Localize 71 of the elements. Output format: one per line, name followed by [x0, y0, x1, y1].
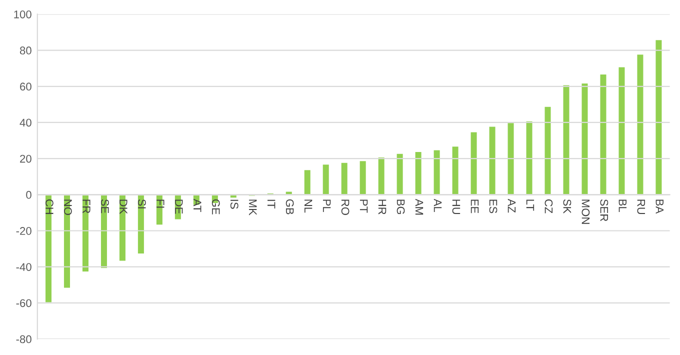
- bar: [155, 194, 164, 226]
- bar: [395, 152, 404, 196]
- x-tick-label: RU: [637, 200, 645, 214]
- x-tick-label: BG: [396, 200, 405, 214]
- bar: [321, 163, 330, 196]
- y-tick-label: 20: [20, 154, 32, 163]
- bar: [488, 125, 497, 196]
- bar: [506, 122, 516, 196]
- y-tick-label: 80: [20, 46, 32, 54]
- x-tick-label: BA: [656, 200, 664, 214]
- x-tick-label: NL: [304, 200, 312, 213]
- bar: [617, 66, 626, 196]
- x-tick-label: AT: [194, 198, 202, 212]
- y-tick-label: 40: [20, 118, 32, 127]
- x-tick-label: FR: [82, 200, 90, 214]
- bar: [62, 194, 72, 290]
- x-tick-label: BL: [618, 200, 626, 212]
- bar: [654, 38, 664, 196]
- bar: [562, 84, 571, 196]
- bar: [118, 194, 127, 262]
- y-tick-label: 60: [20, 82, 32, 91]
- x-tick-label: PT: [360, 200, 368, 213]
- bar: [450, 145, 460, 196]
- y-tick-label: 0: [26, 190, 32, 199]
- x-tick-label: SI: [138, 199, 146, 208]
- bar: [136, 194, 146, 255]
- x-tick-label: LT: [526, 200, 534, 211]
- bar: [636, 53, 645, 196]
- x-tick-label: ES: [489, 200, 498, 214]
- bar: [340, 161, 349, 196]
- bar: [469, 130, 478, 196]
- bar: [414, 150, 423, 196]
- x-tick-label: AL: [434, 198, 442, 212]
- x-tick-label: CH: [46, 199, 54, 214]
- x-tick-label: MON: [582, 200, 590, 224]
- bar: [358, 160, 368, 196]
- bar: [81, 194, 90, 273]
- bar: [44, 194, 53, 304]
- y-tick-label: -40: [16, 263, 32, 271]
- x-tick-label: CZ: [544, 199, 553, 214]
- y-tick-label: -60: [16, 299, 32, 308]
- x-tick-label: IT: [268, 200, 276, 208]
- bar: [302, 168, 312, 196]
- x-tick-label: GB: [286, 199, 294, 214]
- x-tick-label: HU: [452, 200, 460, 214]
- bar: [598, 73, 608, 196]
- x-tick-label: SER: [600, 199, 608, 222]
- x-tick-label: SE: [100, 199, 109, 214]
- y-tick-label: -20: [16, 227, 32, 235]
- x-tick-label: DE: [175, 200, 183, 214]
- x-tick-label: GE: [212, 199, 220, 214]
- bar: [376, 156, 386, 196]
- x-tick-label: FI: [156, 200, 164, 208]
- bar: [432, 148, 442, 196]
- x-tick-label: DK: [120, 200, 128, 214]
- x-tick-label: RO: [341, 200, 350, 215]
- x-tick-label: NO: [64, 200, 72, 215]
- y-tick-label: -80: [16, 335, 32, 344]
- x-tick-label: SK: [563, 199, 572, 214]
- x-tick-label: IS: [230, 200, 238, 209]
- x-tick-label: AM: [415, 198, 424, 215]
- x-tick-label: HR: [378, 200, 386, 214]
- bar: [524, 120, 534, 196]
- bar: [100, 194, 108, 270]
- x-tick-label: EE: [470, 200, 479, 214]
- bar: [580, 82, 590, 196]
- y-tick-label: 100: [14, 10, 32, 18]
- x-tick-label: PL: [322, 200, 331, 212]
- bar: [543, 106, 552, 196]
- x-tick-label: MK: [249, 200, 257, 216]
- x-tick-label: AZ: [508, 198, 516, 213]
